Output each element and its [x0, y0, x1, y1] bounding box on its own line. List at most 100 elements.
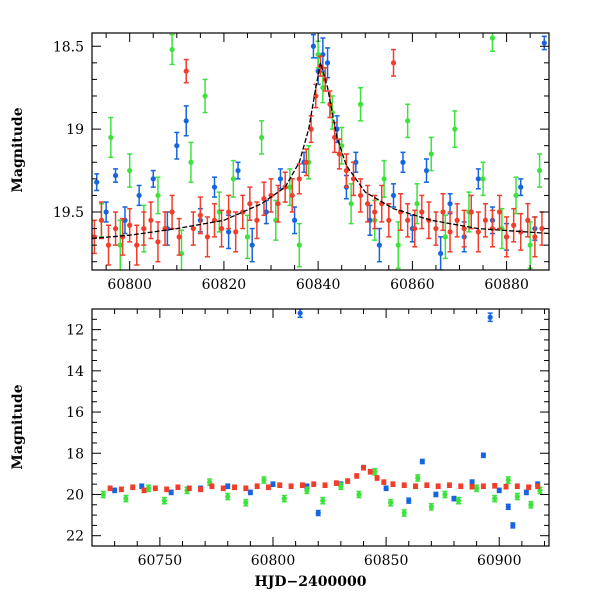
data-point: [424, 482, 430, 488]
data-point: [289, 192, 295, 199]
data-point: [183, 68, 189, 74]
data-point: [94, 179, 100, 185]
data-point: [112, 487, 118, 493]
data-point: [303, 159, 309, 165]
y-axis-title: Magnitude: [10, 384, 26, 469]
data-point: [401, 510, 407, 516]
data-point: [480, 176, 486, 182]
x-tick-label: 60840: [296, 277, 341, 293]
data-point: [428, 504, 434, 510]
series-2: [100, 467, 543, 517]
data-point: [372, 469, 378, 475]
series-1: [112, 309, 541, 529]
data-point: [367, 469, 373, 475]
data-point: [103, 209, 109, 215]
data-point: [354, 473, 360, 479]
data-point: [277, 482, 283, 488]
data-point: [320, 85, 326, 91]
data-point: [225, 483, 231, 489]
data-point: [419, 209, 425, 215]
data-point: [357, 101, 364, 107]
data-point: [356, 491, 362, 498]
data-point: [207, 479, 213, 485]
data-point: [150, 176, 156, 182]
panel-2: 60750 60800 60850 60900 12 14 16 18 20 22 Magnitud…: [10, 308, 550, 590]
data-point: [360, 465, 367, 471]
data-point: [447, 229, 453, 235]
data-point: [458, 483, 464, 489]
data-point: [263, 209, 269, 215]
data-point: [374, 475, 380, 481]
data-point: [428, 151, 434, 157]
data-point: [254, 217, 260, 223]
x-tick-label: 60820: [202, 277, 247, 293]
data-point: [287, 184, 293, 190]
data-point: [469, 484, 475, 490]
data-point: [141, 487, 147, 493]
data-point: [197, 212, 203, 218]
data-point: [455, 498, 462, 504]
data-point: [112, 172, 119, 179]
data-point: [336, 151, 342, 157]
data-point: [100, 491, 106, 498]
x-tick-label: 60880: [484, 277, 529, 293]
y-tick-label: 20: [66, 487, 84, 503]
data-point: [475, 229, 481, 235]
data-point: [514, 483, 520, 489]
data-point: [311, 481, 317, 487]
data-point: [261, 477, 267, 483]
data-point: [277, 176, 284, 182]
data-point: [523, 489, 529, 496]
data-point: [304, 487, 310, 493]
data-point: [514, 493, 520, 500]
data-point: [176, 234, 182, 240]
data-point: [412, 225, 418, 232]
data-point: [435, 483, 441, 489]
data-point: [395, 242, 401, 248]
data-point: [492, 483, 498, 489]
data-point: [475, 176, 481, 182]
data-point: [401, 482, 407, 488]
data-point: [480, 452, 486, 458]
data-point: [525, 217, 531, 223]
data-point: [130, 484, 136, 490]
data-point: [386, 217, 392, 223]
y-tick-label: 14: [66, 364, 84, 380]
data-point: [281, 496, 287, 502]
y-tick-label: 19.5: [53, 205, 84, 221]
data-point: [327, 101, 333, 107]
data-point: [247, 201, 253, 207]
data-point: [186, 485, 192, 491]
data-point: [243, 500, 249, 506]
data-point: [322, 482, 328, 488]
x-tick-label: 60800: [107, 277, 152, 293]
data-point: [419, 458, 425, 465]
data-point: [412, 483, 419, 489]
data-point: [482, 217, 488, 223]
data-point: [446, 482, 453, 488]
data-point: [155, 192, 161, 199]
data-point: [537, 487, 543, 493]
data-point: [532, 234, 538, 240]
data-point: [296, 176, 302, 182]
data-point: [174, 143, 180, 149]
data-point: [139, 483, 145, 489]
data-point: [489, 35, 496, 41]
data-point: [265, 484, 272, 490]
data-point: [220, 485, 226, 491]
data-point: [527, 242, 533, 248]
data-point: [505, 504, 511, 510]
data-point: [405, 217, 411, 223]
data-point: [175, 484, 181, 490]
plot-frame: [91, 308, 550, 547]
data-point: [406, 498, 412, 504]
data-point: [414, 201, 420, 207]
data-point: [338, 483, 344, 489]
data-point: [492, 496, 498, 502]
x-axis-title: HJD−2400000: [255, 574, 367, 590]
plot-frame: [91, 32, 550, 271]
data-point: [468, 209, 474, 215]
y-tick-label: 12: [66, 323, 84, 339]
data-point: [315, 510, 321, 516]
